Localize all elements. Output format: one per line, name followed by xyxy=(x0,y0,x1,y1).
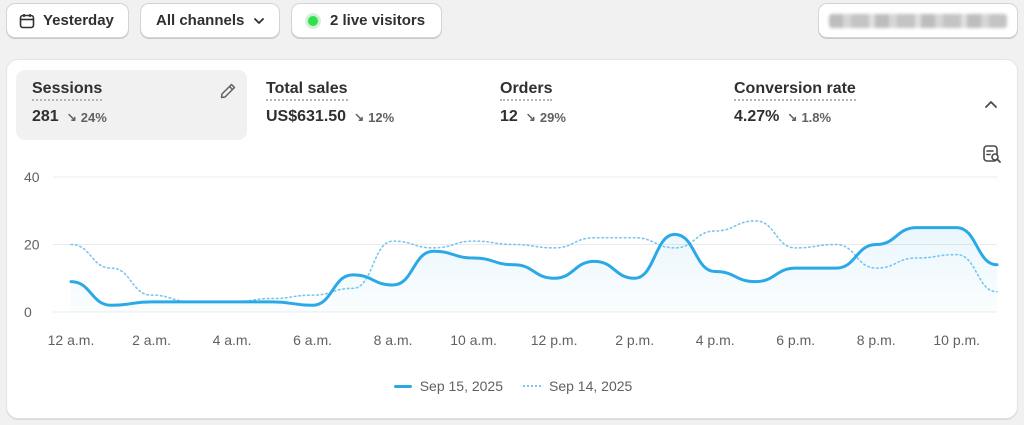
analytics-card: Sessions 281 ↘ 24% Total sales US$631.50 … xyxy=(6,59,1018,419)
live-dot-icon xyxy=(306,13,320,28)
x-tick-label: 12 a.m. xyxy=(48,332,95,348)
metric-total-sales[interactable]: Total sales US$631.50 ↘ 12% xyxy=(250,70,470,140)
metric-value: 4.27% xyxy=(734,108,780,125)
metric-row: 12 ↘ 29% xyxy=(500,108,704,126)
live-visitors-button[interactable]: 2 live visitors xyxy=(291,3,442,38)
x-tick-label: 10 a.m. xyxy=(450,332,497,348)
channels-dropdown[interactable]: All channels xyxy=(140,3,280,38)
x-tick-label: 2 p.m. xyxy=(615,332,654,348)
pencil-icon[interactable] xyxy=(219,82,237,100)
y-tick-label: 0 xyxy=(24,304,32,320)
chevron-down-icon xyxy=(254,17,265,24)
metric-delta-value: 1.8% xyxy=(801,109,832,125)
date-range-button[interactable]: Yesterday xyxy=(6,3,129,38)
x-tick-label: 10 p.m. xyxy=(933,332,980,348)
metric-delta: ↘ 1.8% xyxy=(787,110,831,125)
x-tick-label: 4 a.m. xyxy=(213,332,252,348)
metric-label: Total sales xyxy=(266,80,348,101)
metric-row: 281 ↘ 24% xyxy=(32,108,247,126)
metric-conversion-rate[interactable]: Conversion rate 4.27% ↘ 1.8% xyxy=(718,70,938,140)
metric-sessions[interactable]: Sessions 281 ↘ 24% xyxy=(16,70,247,140)
metric-delta: ↘ 24% xyxy=(67,110,107,125)
metric-label: Sessions xyxy=(32,80,103,101)
x-tick-label: 12 p.m. xyxy=(531,332,578,348)
metric-delta: ↘ 12% xyxy=(354,110,394,125)
metric-value: US$631.50 xyxy=(266,108,347,125)
legend-swatch-dotted xyxy=(523,385,541,387)
x-tick-label: 6 p.m. xyxy=(776,332,815,348)
x-tick-label: 4 p.m. xyxy=(696,332,735,348)
date-range-label: Yesterday xyxy=(43,12,114,29)
metric-delta-value: 24% xyxy=(80,109,107,125)
metric-row: 4.27% ↘ 1.8% xyxy=(734,108,938,126)
legend-swatch-solid xyxy=(393,384,412,388)
live-visitors-label: 2 live visitors xyxy=(330,12,426,29)
metric-delta-value: 12% xyxy=(368,109,395,125)
arrow-down-right-icon: ↘ xyxy=(354,110,365,124)
redacted-store-info xyxy=(818,3,1018,38)
channels-label: All channels xyxy=(156,12,245,29)
metric-label: Orders xyxy=(500,80,553,101)
legend-item-previous[interactable]: Sep 14, 2025 xyxy=(523,378,632,394)
x-tick-label: 2 a.m. xyxy=(132,332,171,348)
redacted-text xyxy=(829,13,1007,28)
x-tick-label: 8 p.m. xyxy=(857,332,896,348)
x-tick-label: 8 a.m. xyxy=(374,332,413,348)
legend-label: Sep 14, 2025 xyxy=(549,378,633,394)
metric-row: US$631.50 ↘ 12% xyxy=(266,108,470,126)
y-tick-label: 40 xyxy=(24,169,40,185)
metric-value: 12 xyxy=(500,108,518,125)
filter-bar: Yesterday All channels 2 live visitors xyxy=(0,0,1024,44)
arrow-down-right-icon: ↘ xyxy=(787,110,798,124)
calendar-icon xyxy=(19,13,35,28)
metric-orders[interactable]: Orders 12 ↘ 29% xyxy=(484,70,704,140)
metric-label: Conversion rate xyxy=(734,80,856,101)
metric-delta-value: 29% xyxy=(539,109,566,125)
legend-label: Sep 15, 2025 xyxy=(419,378,503,394)
y-tick-label: 20 xyxy=(24,237,40,253)
chart-legend: Sep 15, 2025 Sep 14, 2025 xyxy=(7,378,1019,394)
chevron-up-icon[interactable] xyxy=(982,96,1000,114)
series-area-fill xyxy=(71,227,997,312)
x-tick-label: 6 a.m. xyxy=(293,332,332,348)
legend-item-current[interactable]: Sep 15, 2025 xyxy=(393,378,503,394)
sessions-line-chart: 0 20 40 12 a.m. 2 a.m. 4 a.m. 6 a.m. 8 a.m. 10 a… xyxy=(24,169,999,348)
arrow-down-right-icon: ↘ xyxy=(66,110,77,124)
series-line-current[interactable] xyxy=(69,226,999,307)
metric-delta: ↘ 29% xyxy=(526,110,566,125)
search-report-icon[interactable] xyxy=(982,144,1002,164)
arrow-down-right-icon: ↘ xyxy=(525,110,536,124)
metric-value: 281 xyxy=(32,108,59,125)
